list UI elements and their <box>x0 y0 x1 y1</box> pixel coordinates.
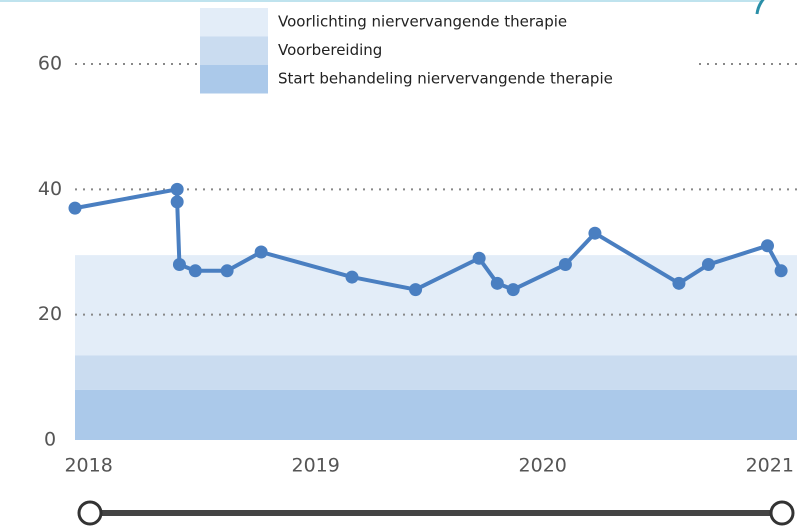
y-tick-label: 20 <box>38 303 62 325</box>
x-tick-label: 2018 <box>64 455 112 477</box>
x-tick-label: 2020 <box>519 455 567 477</box>
point <box>760 239 774 253</box>
point <box>774 264 788 278</box>
corner-icon[interactable] <box>755 0 797 15</box>
point <box>188 264 202 278</box>
point <box>409 283 423 297</box>
point <box>68 201 82 215</box>
point <box>472 251 486 265</box>
legend-label: Voorbereiding <box>278 41 382 59</box>
legend-label: Voorlichting niervervangende therapie <box>278 13 567 31</box>
legend-swatch <box>200 65 268 94</box>
y-tick-label: 40 <box>38 178 62 200</box>
legend-swatch <box>200 8 268 37</box>
point <box>506 283 520 297</box>
point <box>170 195 184 209</box>
point <box>172 258 186 272</box>
x-tick-label: 2021 <box>746 455 794 477</box>
point <box>345 270 359 284</box>
legend-background <box>198 6 698 96</box>
legend-label: Start behandeling niervervangende therap… <box>278 70 613 88</box>
legend-swatch <box>200 36 268 65</box>
y-tick-label: 0 <box>44 429 56 451</box>
point <box>170 182 184 196</box>
band <box>75 389 797 440</box>
point <box>490 276 504 290</box>
point <box>588 226 602 240</box>
point <box>254 245 268 259</box>
range-slider-handle[interactable] <box>77 500 103 526</box>
point <box>558 258 572 272</box>
y-tick-label: 60 <box>38 53 62 75</box>
point <box>220 264 234 278</box>
band <box>75 255 797 356</box>
x-tick-label: 2019 <box>291 455 339 477</box>
point <box>701 258 715 272</box>
point <box>672 276 686 290</box>
range-slider-handle[interactable] <box>769 500 795 526</box>
band <box>75 355 797 390</box>
